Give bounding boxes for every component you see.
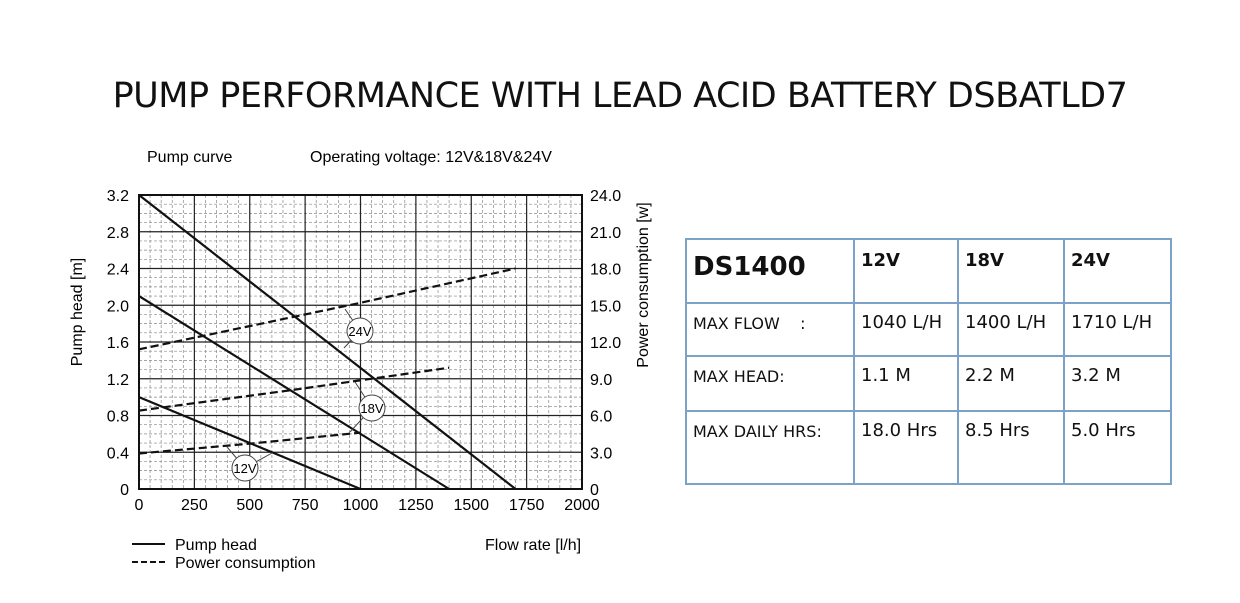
line-power-24v xyxy=(138,267,516,351)
specs-table: DS1400 12V 18V 24V MAX FLOW : 1040 L/H 1… xyxy=(685,238,1172,485)
header-24v: 24V xyxy=(1063,238,1172,304)
cell: 5.0 Hrs xyxy=(1063,410,1172,485)
callout-bubble xyxy=(358,394,386,422)
chart-title: Pump curve xyxy=(147,149,232,166)
y-tick-label: 2.0 xyxy=(107,298,129,315)
y2-tick-label: 3.0 xyxy=(590,445,612,462)
x-tick-label: 0 xyxy=(135,497,144,514)
tick-labels: 0 250 500 750 1000 1250 1500 1750 200000.40.81.2… xyxy=(107,188,621,514)
callout-bubble xyxy=(231,454,259,482)
cell: 1.1 M xyxy=(853,355,959,412)
x-tick-label: 1000 xyxy=(343,497,379,514)
header-18v: 18V xyxy=(957,238,1065,304)
cell: 1710 L/H xyxy=(1063,302,1172,357)
x-tick-label: 500 xyxy=(236,497,263,514)
y-tick-label: 0 xyxy=(120,482,129,499)
x-tick-label: 750 xyxy=(292,497,319,514)
cell: 2.2 M xyxy=(957,355,1065,412)
row-label: MAX FLOW : xyxy=(685,302,855,357)
table-row: MAX FLOW : 1040 L/H 1400 L/H 1710 L/H xyxy=(685,302,1172,357)
callout-label-12v: 12V xyxy=(233,461,256,476)
callout-label-24v: 24V xyxy=(348,324,371,339)
y-axis-label: Pump head [m] xyxy=(69,258,86,367)
y2-tick-label: 0 xyxy=(590,482,599,499)
y-tick-label: 2.4 xyxy=(107,262,129,279)
callout-bubble xyxy=(346,317,374,345)
table-header-row: DS1400 12V 18V 24V xyxy=(685,238,1172,304)
y-tick-label: 2.8 xyxy=(107,225,129,242)
x-tick-label: 2000 xyxy=(564,497,600,514)
y-tick-label: 0.8 xyxy=(107,409,129,426)
y2-tick-label: 12.0 xyxy=(590,335,621,352)
cell: 18.0 Hrs xyxy=(853,410,959,485)
y2-axis-label: Power consumption [w] xyxy=(635,202,652,367)
y2-tick-label: 18.0 xyxy=(590,262,621,279)
table-row: MAX HEAD: 1.1 M 2.2 M 3.2 M xyxy=(685,355,1172,412)
cell: 8.5 Hrs xyxy=(957,410,1065,485)
cell: 1040 L/H xyxy=(853,302,959,357)
x-tick-label: 1500 xyxy=(453,497,489,514)
y2-tick-label: 15.0 xyxy=(590,298,621,315)
legend-pump-head: Pump head xyxy=(175,537,257,554)
callout-label-18v: 18V xyxy=(360,401,383,416)
x-tick-label: 250 xyxy=(181,497,208,514)
x-axis-label: Flow rate [l/h] xyxy=(485,537,581,554)
line-head-18v xyxy=(138,295,450,490)
cell: 1400 L/H xyxy=(957,302,1065,357)
y2-tick-label: 21.0 xyxy=(590,225,621,242)
page-title: PUMP PERFORMANCE WITH LEAD ACID BATTERY … xyxy=(112,76,1128,116)
table-row: MAX DAILY HRS: 18.0 Hrs 8.5 Hrs 5.0 Hrs xyxy=(685,410,1172,485)
line-power-18v xyxy=(138,366,450,412)
row-label: MAX HEAD: xyxy=(685,355,855,412)
header-12v: 12V xyxy=(853,238,959,304)
y-tick-label: 1.2 xyxy=(107,372,129,389)
cell: 3.2 M xyxy=(1063,355,1172,412)
y-tick-label: 0.4 xyxy=(107,445,129,462)
x-tick-label: 1750 xyxy=(509,497,545,514)
y2-tick-label: 9.0 xyxy=(590,372,612,389)
line-power-12v xyxy=(138,431,361,455)
series-lines xyxy=(138,194,517,491)
pump-curve-chart: Pump curve Operating voltage: 12V&18V&24… xyxy=(69,149,652,572)
y2-tick-label: 6.0 xyxy=(590,409,612,426)
chart-subtitle: Operating voltage: 12V&18V&24V xyxy=(310,149,552,166)
callouts: 24V 18V 12V xyxy=(226,308,386,482)
model-name: DS1400 xyxy=(685,238,855,304)
y2-tick-label: 24.0 xyxy=(590,188,621,205)
y-tick-label: 3.2 xyxy=(107,188,129,205)
row-label: MAX DAILY HRS: xyxy=(685,410,855,485)
x-tick-label: 1250 xyxy=(398,497,434,514)
y-tick-label: 1.6 xyxy=(107,335,129,352)
legend-power-consumption: Power consumption xyxy=(175,555,316,572)
line-head-24v xyxy=(138,194,517,490)
